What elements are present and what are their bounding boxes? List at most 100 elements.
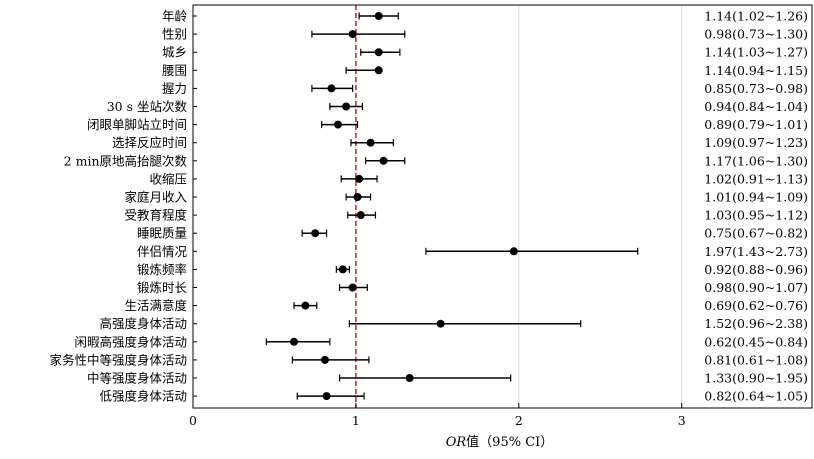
forest-row: 家庭月收入 1.01(0.94~1.09) (124, 190, 808, 205)
or-value-label: 0.85(0.73~0.98) (704, 81, 808, 96)
or-point (338, 265, 347, 274)
x-tick-label: 0 (189, 413, 197, 428)
grid-lines (192, 5, 683, 408)
or-value-label: 1.14(1.03~1.27) (704, 45, 808, 60)
row-label: 闲暇高强度身体活动 (74, 334, 187, 349)
or-value-label: 1.02(0.91~1.13) (704, 171, 808, 186)
or-value-label: 1.17(1.06~1.30) (704, 153, 808, 168)
x-tick-label: 2 (515, 413, 523, 428)
row-label: 受教育程度 (124, 208, 187, 223)
row-label: 高强度身体活动 (99, 316, 187, 331)
or-point (374, 48, 383, 57)
forest-row: 腰围 1.14(0.94~1.15) (162, 63, 808, 78)
or-value-label: 1.14(1.02~1.26) (704, 9, 808, 24)
or-value-label: 0.75(0.67~0.82) (704, 226, 808, 241)
or-value-label: 1.01(0.94~1.09) (704, 190, 808, 205)
or-point (356, 211, 365, 220)
or-point (436, 319, 445, 328)
x-tick-label: 1 (352, 413, 360, 428)
row-label: 锻炼时长 (137, 280, 188, 295)
row-label: 中等强度身体活动 (87, 371, 187, 386)
row-label: 睡眠质量 (137, 226, 187, 241)
forest-row: 受教育程度 1.03(0.95~1.12) (124, 208, 808, 223)
x-axis-ticks: 0 1 2 3 (189, 403, 686, 428)
forest-row: 性别 0.98(0.73~1.30) (162, 27, 808, 42)
forest-row: 锻炼时长 0.98(0.90~1.07) (137, 280, 808, 295)
row-label: 伴侣情况 (137, 244, 188, 259)
or-value-label: 1.33(0.90~1.95) (704, 371, 808, 386)
or-point (301, 301, 310, 310)
or-point (374, 12, 383, 20)
or-point (509, 247, 518, 256)
or-value-label: 0.94(0.84~1.04) (704, 99, 808, 114)
row-label: 30 s 坐站次数 (107, 99, 188, 114)
row-label: 握力 (162, 81, 187, 96)
forest-row: 30 s 坐站次数 0.94(0.84~1.04) (107, 99, 808, 114)
or-point (374, 66, 383, 75)
row-label: 家务性中等强度身体活动 (49, 352, 187, 367)
x-axis-title: OR值（95% CI） (446, 434, 554, 450)
forest-row: 高强度身体活动 1.52(0.96~2.38) (99, 316, 808, 331)
or-point (353, 193, 362, 201)
or-point (327, 84, 336, 93)
or-value-label: 0.98(0.90~1.07) (704, 280, 808, 295)
row-label: 2 min原地高抬腿次数 (64, 153, 188, 168)
forest-row: 2 min原地高抬腿次数 1.17(1.06~1.30) (64, 153, 808, 168)
or-point (342, 102, 351, 111)
or-point (322, 392, 331, 401)
or-point (355, 174, 364, 183)
or-point (333, 120, 342, 129)
forest-rows: 年龄 1.14(1.02~1.26) 性别 0.98(0.73~1.30) 城乡 1.14… (49, 9, 808, 404)
or-value-label: 0.81(0.61~1.08) (704, 352, 808, 367)
or-value-label: 1.03(0.95~1.12) (704, 208, 808, 223)
forest-row: 城乡 1.14(1.03~1.27) (162, 45, 808, 60)
forest-row: 闲暇高强度身体活动 0.62(0.45~0.84) (74, 334, 808, 349)
or-value-label: 1.09(0.97~1.23) (704, 135, 808, 150)
row-label: 生活满意度 (124, 298, 187, 313)
or-value-label: 0.92(0.88~0.96) (704, 262, 808, 277)
row-label: 选择反应时间 (112, 135, 187, 150)
x-axis-title-or: OR (446, 435, 467, 450)
row-label: 性别 (162, 27, 187, 42)
or-point (405, 374, 414, 382)
forest-row: 家务性中等强度身体活动 0.81(0.61~1.08) (49, 352, 808, 367)
row-label: 收缩压 (149, 171, 187, 186)
forest-row: 中等强度身体活动 1.33(0.90~1.95) (87, 371, 808, 386)
or-point (348, 30, 357, 39)
or-value-label: 1.97(1.43~2.73) (704, 244, 808, 259)
forest-row: 伴侣情况 1.97(1.43~2.73) (137, 244, 808, 259)
plot-frame (192, 4, 813, 409)
or-value-label: 1.52(0.96~2.38) (704, 316, 808, 331)
or-value-label: 1.14(0.94~1.15) (704, 63, 808, 78)
or-value-label: 0.62(0.45~0.84) (704, 334, 808, 349)
or-value-label: 0.82(0.64~1.05) (704, 389, 808, 404)
row-label: 城乡 (162, 45, 187, 60)
forest-row: 收缩压 1.02(0.91~1.13) (149, 171, 808, 186)
forest-row: 锻炼频率 0.92(0.88~0.96) (137, 262, 808, 277)
forest-row: 闭眼单脚站立时间 0.89(0.79~1.01) (87, 117, 808, 132)
or-point (348, 283, 357, 292)
or-point (320, 355, 329, 364)
or-value-label: 0.89(0.79~1.01) (704, 117, 808, 132)
forest-row: 选择反应时间 1.09(0.97~1.23) (112, 135, 808, 150)
or-point (289, 337, 298, 346)
forest-row: 握力 0.85(0.73~0.98) (162, 81, 808, 96)
forest-row: 年龄 1.14(1.02~1.26) (162, 9, 808, 24)
or-value-label: 0.69(0.62~0.76) (704, 298, 808, 313)
or-point (311, 229, 320, 238)
forest-row: 低强度身体活动 0.82(0.64~1.05) (99, 389, 808, 404)
row-label: 年龄 (162, 9, 188, 24)
forest-row: 睡眠质量 0.75(0.67~0.82) (137, 226, 808, 241)
or-point (379, 156, 388, 165)
row-label: 家庭月收入 (124, 190, 187, 205)
or-value-label: 0.98(0.73~1.30) (704, 27, 808, 42)
row-label: 低强度身体活动 (99, 389, 187, 404)
forest-row: 生活满意度 0.69(0.62~0.76) (124, 298, 808, 313)
row-label: 闭眼单脚站立时间 (87, 117, 187, 132)
or-point (366, 138, 375, 147)
x-tick-label: 3 (678, 413, 686, 428)
x-axis-title-rest: 值（95% CI） (466, 434, 553, 450)
row-label: 锻炼频率 (137, 262, 187, 277)
row-label: 腰围 (162, 63, 187, 78)
